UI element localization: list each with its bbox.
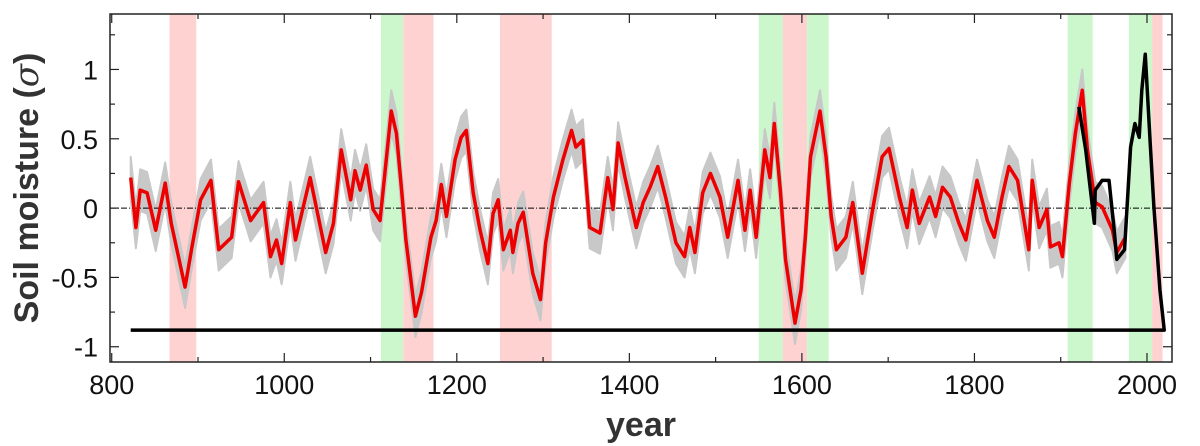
x-tick-label: 800 [89,370,134,400]
uncertainty-envelope [129,68,1127,345]
y-tick-labels: -1 -0.5 0 0.5 1 [51,55,98,362]
x-tick-labels: 800 1000 1200 1400 1600 1800 2000 [89,370,1177,400]
wet-period-band [380,14,404,362]
axis-ticks [110,14,1172,362]
x-tick-label: 1400 [599,370,659,400]
y-tick-label: -1 [74,333,98,363]
dry-period-band [1152,14,1163,362]
y-tick-label: -0.5 [51,263,98,293]
x-tick-label: 1200 [427,370,487,400]
x-tick-label: 1800 [944,370,1004,400]
reconstruction-line [128,88,1127,325]
x-tick-label: 2000 [1117,370,1177,400]
x-tick-label: 1000 [254,370,314,400]
wet-period-band [807,14,829,362]
series-lines [128,52,1166,332]
dry-period-band [499,14,552,362]
wet-period-band [1128,14,1153,362]
instrumental-line [130,52,1166,332]
y-tick-label: 0 [83,194,98,224]
y-tick-label: 0.5 [60,125,98,155]
plot-frame [109,13,1173,363]
x-tick-label: 1600 [772,370,832,400]
dry-period-band [169,14,197,362]
y-tick-label: 1 [83,55,98,85]
uncertainty-band [129,68,1127,345]
y-axis-title: Soil moisture (σ) [7,53,47,324]
x-axis-title: year [606,406,676,444]
